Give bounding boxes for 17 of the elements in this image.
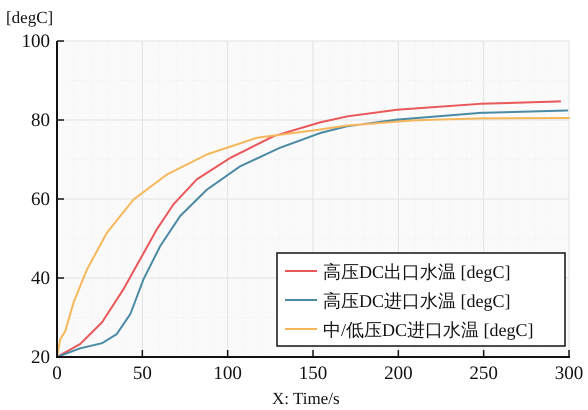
y-tick-label: 40: [31, 268, 50, 289]
x-tick-label: 200: [384, 363, 413, 384]
y-tick-label: 80: [31, 110, 50, 131]
x-tick-label: 50: [132, 363, 152, 384]
x-tick-label: 100: [213, 363, 242, 384]
legend-label: 高压DC出口水温 [degC]: [323, 262, 510, 282]
y-tick-label: 20: [31, 347, 50, 368]
legend-label: 高压DC进口水温 [degC]: [323, 291, 510, 311]
x-tick-label: 0: [52, 363, 62, 384]
y-tick-label: 60: [31, 189, 50, 210]
legend-label: 中/低压DC进口水温 [degC]: [323, 320, 534, 340]
x-tick-label: 150: [298, 363, 328, 384]
y-tick-label: 100: [22, 31, 50, 52]
x-tick-label: 300: [554, 363, 584, 384]
x-axis-title: X: Time/s: [272, 389, 340, 408]
x-tick-label: 250: [469, 363, 498, 384]
y-axis-title: [degC]: [6, 8, 54, 27]
